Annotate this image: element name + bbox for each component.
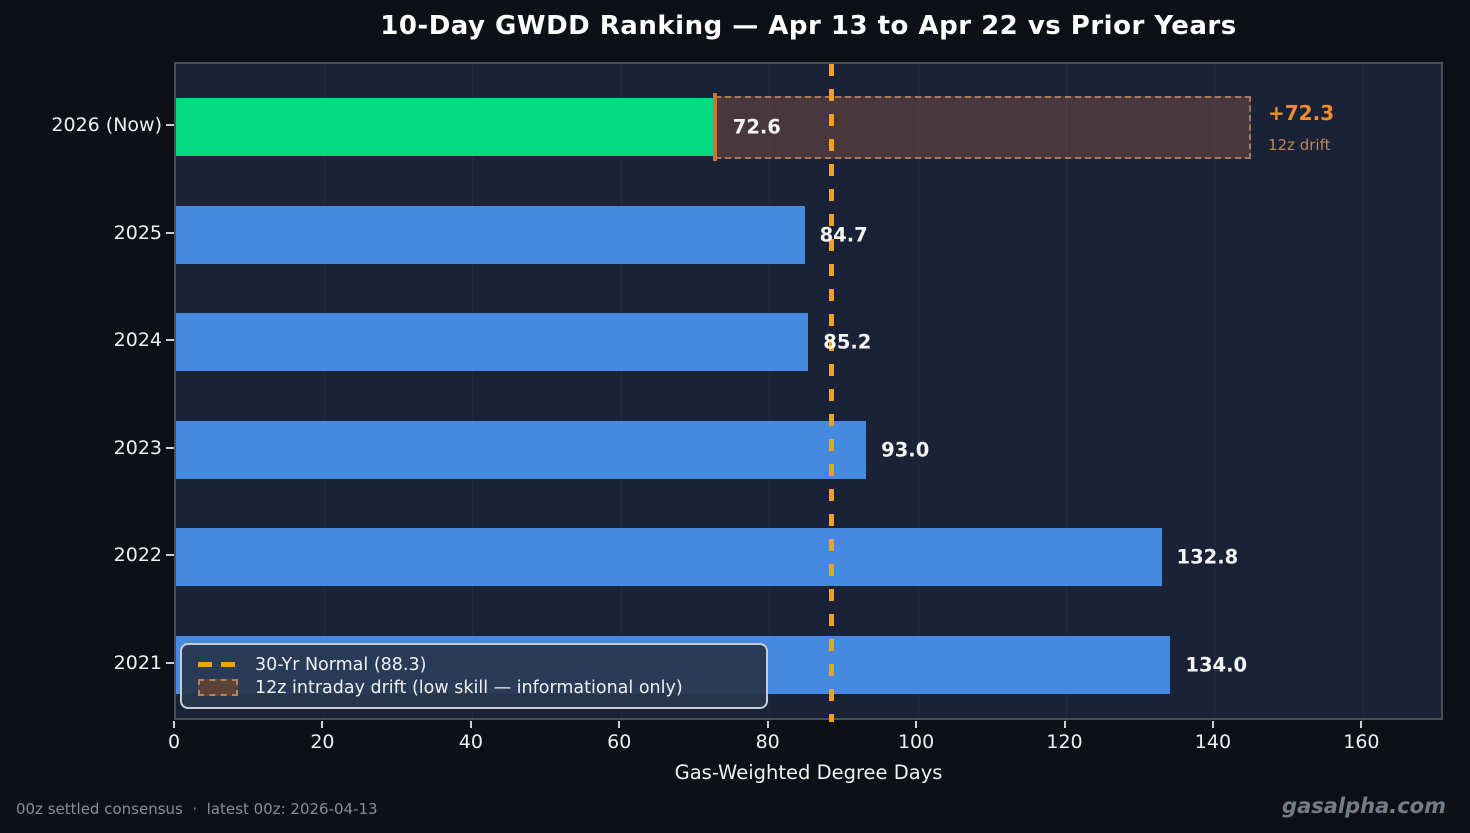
gridline-60 <box>620 64 622 718</box>
drift-swatch-icon <box>198 679 238 696</box>
x-tick-label-120: 120 <box>1046 731 1083 753</box>
y-tick-mark <box>166 446 174 449</box>
x-tick-label-100: 100 <box>897 731 935 753</box>
gridline-160 <box>1362 64 1364 718</box>
x-tick-mark-60 <box>618 721 621 728</box>
value-label-2021: 134.0 <box>1185 653 1248 676</box>
legend-label-normal: 30-Yr Normal (88.3) <box>255 654 427 675</box>
x-tick-mark-80 <box>766 721 769 728</box>
x-tick-label-0: 0 <box>167 731 181 753</box>
drift-overlay-bar <box>714 95 1252 159</box>
plot-area: 72.6 84.7 85.2 93.0 132.8 134.0 <box>174 62 1443 722</box>
x-tick-mark-140 <box>1211 721 1214 728</box>
x-tick-label-140: 140 <box>1194 731 1232 753</box>
y-tick-mark <box>166 231 174 234</box>
gridline-40 <box>472 64 474 718</box>
bar-2024 <box>176 313 809 371</box>
legend-label-drift: 12z intraday drift (low skill — informat… <box>255 677 683 698</box>
value-label-2025: 84.7 <box>819 223 868 246</box>
y-tick-mark <box>166 661 174 664</box>
gridline-80 <box>769 64 771 718</box>
value-label-2024: 85.2 <box>823 330 872 354</box>
x-tick-mark-100 <box>915 721 918 728</box>
legend-item-normal: 30-Yr Normal (88.3) <box>198 653 752 676</box>
x-tick-label-60: 60 <box>607 731 632 753</box>
normal-reference-line <box>828 64 834 722</box>
y-tick-label-2026Now: 2026 (Now) <box>51 114 162 136</box>
y-tick-mark <box>166 124 174 126</box>
x-axis-label: Gas-Weighted Degree Days <box>674 761 943 784</box>
footer-consensus-note: 00z settled consensus · latest 00z: 2026… <box>16 800 378 818</box>
y-tick-label-2021: 2021 <box>113 651 162 674</box>
x-tick-mark-160 <box>1360 721 1363 728</box>
bar-2026Now <box>176 98 715 156</box>
bar-2025 <box>176 205 805 264</box>
drift-base-marker-line <box>712 93 717 161</box>
x-tick-label-80: 80 <box>755 731 780 753</box>
gridline-100 <box>917 64 919 718</box>
drift-delta-annotation: +72.3 <box>1268 101 1335 125</box>
x-tick-mark-0 <box>173 721 175 728</box>
gridline-140 <box>1214 64 1216 718</box>
x-tick-mark-120 <box>1063 721 1066 728</box>
y-tick-mark <box>166 339 174 341</box>
watermark-brand: gasalpha.com <box>1282 794 1446 818</box>
value-label-2026Now: 72.6 <box>732 115 781 139</box>
y-tick-mark <box>166 554 174 556</box>
bar-2023 <box>176 420 867 479</box>
normal-line-swatch-icon <box>198 662 238 667</box>
legend-item-drift: 12z intraday drift (low skill — informat… <box>198 676 752 699</box>
gridline-20 <box>323 64 325 718</box>
legend: 30-Yr Normal (88.3) 12z intraday drift (… <box>180 643 768 709</box>
x-tick-mark-20 <box>321 721 324 728</box>
x-tick-label-160: 160 <box>1343 731 1380 753</box>
value-label-2022: 132.8 <box>1176 545 1239 569</box>
y-tick-label-2022: 2022 <box>113 544 162 566</box>
x-tick-mark-40 <box>469 721 472 728</box>
y-tick-label-2024: 2024 <box>113 329 162 351</box>
value-label-2023: 93.0 <box>881 438 930 461</box>
gridline-120 <box>1066 64 1068 718</box>
chart-title: 10-Day GWDD Ranking — Apr 13 to Apr 22 v… <box>380 11 1237 41</box>
bar-2022 <box>176 528 1162 586</box>
y-tick-label-2023: 2023 <box>113 436 162 459</box>
x-tick-label-20: 20 <box>310 731 335 753</box>
y-tick-label-2025: 2025 <box>113 221 162 244</box>
drift-sublabel-annotation: 12z drift <box>1268 136 1331 154</box>
x-tick-label-40: 40 <box>458 731 483 753</box>
